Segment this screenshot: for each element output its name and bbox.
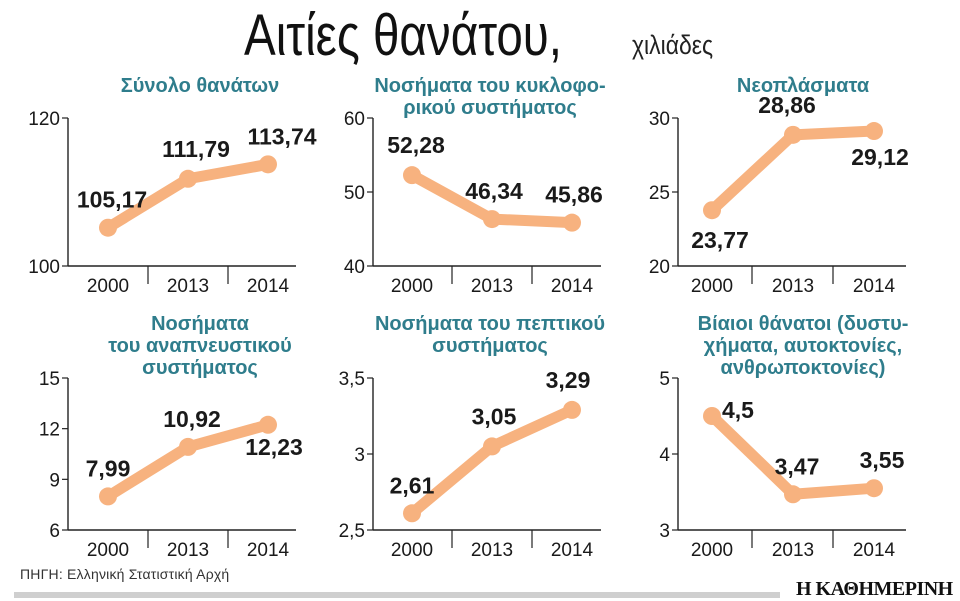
y-tick-label: 25 — [649, 183, 670, 204]
data-label: 4,5 — [722, 397, 754, 423]
x-tick-label-2014: 2014 — [853, 276, 896, 297]
y-tick-label: 6 — [49, 521, 60, 542]
x-tick-label-2013: 2013 — [772, 276, 814, 297]
x-tick-label-2013: 2013 — [471, 540, 513, 561]
data-point — [563, 213, 581, 232]
x-tick-label-2000: 2000 — [691, 540, 733, 561]
chart-header: Αιτίες θανάτου, χιλιάδες — [0, 0, 960, 70]
data-label: 46,34 — [465, 178, 523, 204]
data-point — [99, 218, 117, 237]
x-tick-label-2013: 2013 — [772, 540, 814, 561]
x-tick-label-2000: 2000 — [391, 540, 433, 561]
data-point — [563, 400, 581, 419]
y-tick-label: 3,5 — [339, 369, 365, 390]
data-label: 52,28 — [387, 132, 445, 158]
y-tick-label: 60 — [344, 109, 365, 130]
data-point — [403, 166, 421, 185]
panel-title-line: χήματα, αυτοκτονίες, — [704, 335, 902, 357]
panel-title-line: ανθρωποκτονίες) — [721, 357, 886, 379]
x-tick-label-2014: 2014 — [247, 276, 290, 297]
source-note: ΠΗΓΗ: Ελληνική Στατιστική Αρχή — [20, 566, 230, 582]
x-tick-label-2013: 2013 — [471, 276, 513, 297]
bottom-divider — [14, 592, 780, 598]
data-point — [703, 201, 721, 220]
unit-label: χιλιάδες — [632, 30, 714, 60]
data-label: 10,92 — [163, 406, 221, 432]
data-point — [99, 487, 117, 506]
x-tick-label-2013: 2013 — [167, 276, 209, 297]
data-label: 113,74 — [247, 123, 316, 149]
panel-title-line: Νοσήματα — [151, 313, 249, 335]
x-tick-label-2000: 2000 — [87, 276, 129, 297]
y-tick-label: 15 — [39, 369, 60, 390]
panel-title-line: ρικού συστήματος — [403, 97, 577, 119]
data-point — [179, 437, 197, 456]
page-title: Αιτίες θανάτου, — [244, 3, 562, 68]
data-label: 2,61 — [390, 472, 435, 498]
data-point — [259, 155, 277, 174]
y-tick-label: 40 — [344, 257, 365, 278]
data-label: 23,77 — [691, 227, 749, 253]
x-tick-label-2014: 2014 — [551, 540, 594, 561]
panel-title-line: Νοσήματα του κυκλοφο- — [374, 75, 605, 97]
data-point — [784, 125, 802, 144]
y-tick-label: 3 — [659, 521, 670, 542]
data-point — [259, 415, 277, 434]
panel-title-line: Νοσήματα του πεπτικού — [375, 313, 605, 335]
series-line — [102, 419, 274, 502]
data-point — [483, 210, 501, 229]
data-label: 29,12 — [851, 144, 909, 170]
panel-title-line: Σύνολο θανάτων — [121, 75, 280, 97]
data-point — [179, 169, 197, 188]
y-tick-label: 20 — [649, 257, 670, 278]
data-point — [784, 485, 802, 504]
data-label: 111,79 — [162, 136, 230, 162]
y-tick-label: 30 — [649, 109, 670, 130]
panel-title-line: του αναπνευστικού — [108, 335, 292, 357]
x-tick-label-2014: 2014 — [853, 540, 896, 561]
panel-title-line: συστήματος — [432, 335, 548, 357]
data-point — [403, 504, 421, 523]
y-tick-label: 3 — [354, 445, 365, 466]
y-tick-label: 2,5 — [339, 521, 365, 542]
x-tick-label-2014: 2014 — [551, 276, 594, 297]
data-label: 3,55 — [860, 447, 905, 473]
data-label: 105,17 — [77, 187, 147, 213]
data-label: 7,99 — [86, 455, 131, 481]
data-label: 3,05 — [472, 403, 517, 429]
data-label: 28,86 — [758, 92, 816, 118]
data-point — [703, 407, 721, 425]
data-point — [483, 437, 501, 456]
data-label: 3,47 — [775, 453, 820, 479]
x-tick-label-2013: 2013 — [167, 540, 209, 561]
data-point — [865, 479, 883, 498]
x-tick-label-2000: 2000 — [87, 540, 129, 561]
data-label: 12,23 — [245, 434, 303, 460]
y-tick-label: 12 — [39, 420, 60, 441]
panel-title-line: Νεοπλάσματα — [737, 75, 870, 97]
publisher-logo: Η ΚΑΘΗΜΕΡΙΝΗ — [796, 578, 953, 600]
panel-title-line: συστήματος — [142, 357, 258, 379]
y-tick-label: 120 — [28, 109, 60, 130]
panel-title-line: Βίαιοι θάνατοι (δυστυ- — [698, 313, 909, 335]
data-point — [865, 122, 883, 141]
y-tick-label: 5 — [659, 369, 670, 390]
y-tick-label: 9 — [49, 470, 60, 491]
y-tick-label: 100 — [28, 257, 60, 278]
data-label: 45,86 — [545, 182, 603, 208]
data-label: 3,29 — [546, 367, 591, 393]
x-tick-label-2000: 2000 — [691, 276, 733, 297]
y-tick-label: 4 — [659, 445, 670, 466]
y-tick-label: 50 — [344, 183, 365, 204]
x-tick-label-2000: 2000 — [391, 276, 433, 297]
x-tick-label-2014: 2014 — [247, 540, 290, 561]
